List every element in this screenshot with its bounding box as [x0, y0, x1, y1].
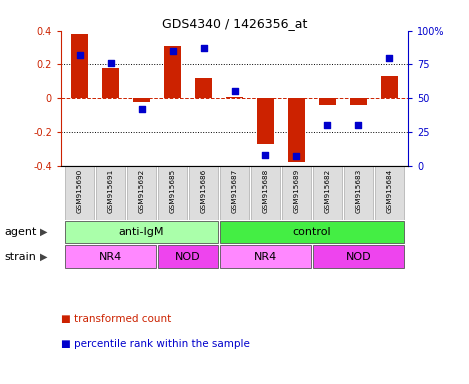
- FancyBboxPatch shape: [281, 166, 311, 220]
- Text: GSM915691: GSM915691: [107, 169, 113, 213]
- Point: [293, 153, 300, 159]
- Point: [386, 55, 393, 61]
- FancyBboxPatch shape: [65, 166, 94, 220]
- Bar: [102, 68, 119, 98]
- Text: ■ transformed count: ■ transformed count: [61, 314, 171, 324]
- FancyBboxPatch shape: [158, 245, 219, 268]
- Text: NOD: NOD: [346, 252, 371, 262]
- FancyBboxPatch shape: [312, 166, 342, 220]
- FancyBboxPatch shape: [96, 166, 125, 220]
- FancyBboxPatch shape: [65, 245, 156, 268]
- Point: [169, 48, 176, 54]
- Bar: [350, 98, 367, 105]
- Text: strain: strain: [5, 252, 37, 262]
- FancyBboxPatch shape: [219, 166, 250, 220]
- FancyBboxPatch shape: [158, 166, 188, 220]
- Text: GSM915686: GSM915686: [201, 169, 206, 213]
- Text: GSM915690: GSM915690: [76, 169, 83, 213]
- Text: control: control: [293, 227, 331, 237]
- Text: GSM915689: GSM915689: [294, 169, 300, 213]
- Bar: [257, 98, 274, 144]
- FancyBboxPatch shape: [65, 221, 219, 243]
- Text: ▶: ▶: [40, 252, 47, 262]
- FancyBboxPatch shape: [219, 221, 404, 243]
- Text: NR4: NR4: [254, 252, 277, 262]
- Text: GSM915688: GSM915688: [263, 169, 268, 213]
- Text: NR4: NR4: [99, 252, 122, 262]
- Point: [107, 60, 114, 66]
- Text: GSM915692: GSM915692: [138, 169, 144, 213]
- Title: GDS4340 / 1426356_at: GDS4340 / 1426356_at: [162, 17, 307, 30]
- Point: [200, 45, 207, 51]
- FancyBboxPatch shape: [219, 245, 311, 268]
- Text: GSM915685: GSM915685: [169, 169, 175, 213]
- FancyBboxPatch shape: [250, 166, 280, 220]
- Bar: [381, 76, 398, 98]
- Point: [231, 88, 238, 94]
- FancyBboxPatch shape: [127, 166, 156, 220]
- Bar: [288, 98, 305, 162]
- Text: agent: agent: [5, 227, 37, 237]
- FancyBboxPatch shape: [189, 166, 219, 220]
- Point: [324, 122, 331, 128]
- Bar: [164, 46, 181, 98]
- Text: ■ percentile rank within the sample: ■ percentile rank within the sample: [61, 339, 250, 349]
- Point: [76, 52, 83, 58]
- FancyBboxPatch shape: [344, 166, 373, 220]
- Text: GSM915687: GSM915687: [232, 169, 237, 213]
- Point: [138, 106, 145, 112]
- Text: NOD: NOD: [175, 252, 201, 262]
- FancyBboxPatch shape: [375, 166, 404, 220]
- Bar: [133, 98, 150, 102]
- FancyBboxPatch shape: [312, 245, 404, 268]
- Text: GSM915682: GSM915682: [325, 169, 331, 213]
- Point: [262, 152, 269, 158]
- Bar: [71, 34, 88, 98]
- Text: GSM915683: GSM915683: [356, 169, 362, 213]
- Text: anti-IgM: anti-IgM: [119, 227, 164, 237]
- Bar: [195, 78, 212, 98]
- Text: ▶: ▶: [40, 227, 47, 237]
- Text: GSM915684: GSM915684: [386, 169, 393, 213]
- Point: [355, 122, 362, 128]
- Bar: [319, 98, 336, 105]
